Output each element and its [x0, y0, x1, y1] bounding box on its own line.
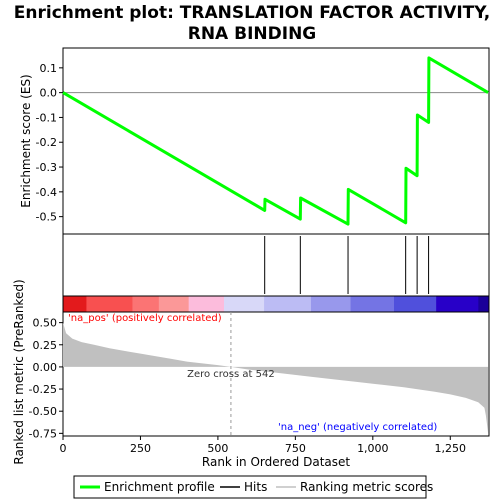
- es-y-axis-ticks: 0.1 0.0 -0.1 -0.2 -0.3 -0.4 -0.5: [36, 62, 63, 224]
- es-y-tick-label: -0.5: [36, 211, 57, 224]
- heatmap-segment: [350, 296, 395, 312]
- hits-markers: [264, 236, 430, 294]
- metric-y-tick-label: 0.50: [33, 317, 58, 330]
- hits-panel-frame: [62, 233, 490, 297]
- heatmap-segment: [264, 296, 312, 312]
- es-y-tick-label: -0.3: [36, 161, 57, 174]
- legend-label-ranking-metric: Ranking metric scores: [300, 480, 433, 494]
- legend-label-hits: Hits: [244, 480, 267, 494]
- metric-y-tick-label: -0.75: [29, 427, 57, 440]
- metric-y-axis-label: Ranked list metric (PreRanked): [12, 279, 26, 464]
- metric-y-tick-label: 0.00: [33, 361, 58, 374]
- metric-plot-frame: [62, 311, 490, 437]
- es-y-tick-label: -0.1: [36, 111, 57, 124]
- metric-y-tick-label: 0.25: [33, 339, 58, 352]
- enrichment-profile-line: [62, 56, 489, 226]
- x-tick-label: 1,250: [435, 442, 467, 455]
- es-y-tick-label: 0.1: [40, 62, 58, 75]
- heatmap-segment: [188, 296, 225, 312]
- legend-label-enrichment-profile: Enrichment profile: [104, 480, 215, 494]
- metric-x-axis-ticks: 0 250 500 750 1,000 1,250: [60, 436, 467, 455]
- enrichment-profile-polyline: [62, 56, 489, 226]
- es-y-axis-label: Enrichment score (ES): [19, 74, 33, 207]
- zero-cross-label: Zero cross at 542: [187, 369, 275, 380]
- heatmap-segment: [310, 296, 352, 312]
- heatmap-segment: [436, 296, 479, 312]
- negative-correlation-label: 'na_neg' (negatively correlated): [278, 422, 437, 433]
- metric-y-axis-ticks: 0.50 0.25 0.00 -0.25 -0.50 -0.75: [29, 317, 63, 440]
- x-tick-label: 500: [207, 442, 228, 455]
- heatmap-segment: [158, 296, 190, 312]
- chart-title-line2: RNA BINDING: [188, 24, 317, 44]
- heatmap-segment: [394, 296, 437, 312]
- x-tick-label: 250: [130, 442, 151, 455]
- metric-y-tick-label: -0.25: [29, 383, 57, 396]
- chart-title-line1: Enrichment plot: TRANSLATION FACTOR ACTI…: [14, 3, 490, 23]
- heatmap-segment: [132, 296, 160, 312]
- ranking-metric-area: [63, 322, 489, 434]
- rank-heatmap-bar: [63, 296, 490, 312]
- heatmap-segment: [63, 296, 87, 312]
- x-tick-label: 0: [60, 442, 67, 455]
- es-y-tick-label: 0.0: [40, 87, 58, 100]
- heatmap-segment: [478, 296, 490, 312]
- legend-box: [73, 475, 427, 499]
- x-tick-label: 1,000: [357, 442, 389, 455]
- positive-correlation-label: 'na_pos' (positively correlated): [68, 313, 222, 324]
- x-tick-label: 750: [285, 442, 306, 455]
- x-axis-label: Rank in Ordered Dataset: [202, 455, 350, 469]
- heatmap-segment: [86, 296, 133, 312]
- metric-y-tick-label: -0.50: [29, 405, 57, 418]
- heatmap-segment: [224, 296, 265, 312]
- ranking-metric-fill: [63, 322, 489, 434]
- es-y-tick-label: -0.2: [36, 136, 57, 149]
- es-y-tick-label: -0.4: [36, 186, 57, 199]
